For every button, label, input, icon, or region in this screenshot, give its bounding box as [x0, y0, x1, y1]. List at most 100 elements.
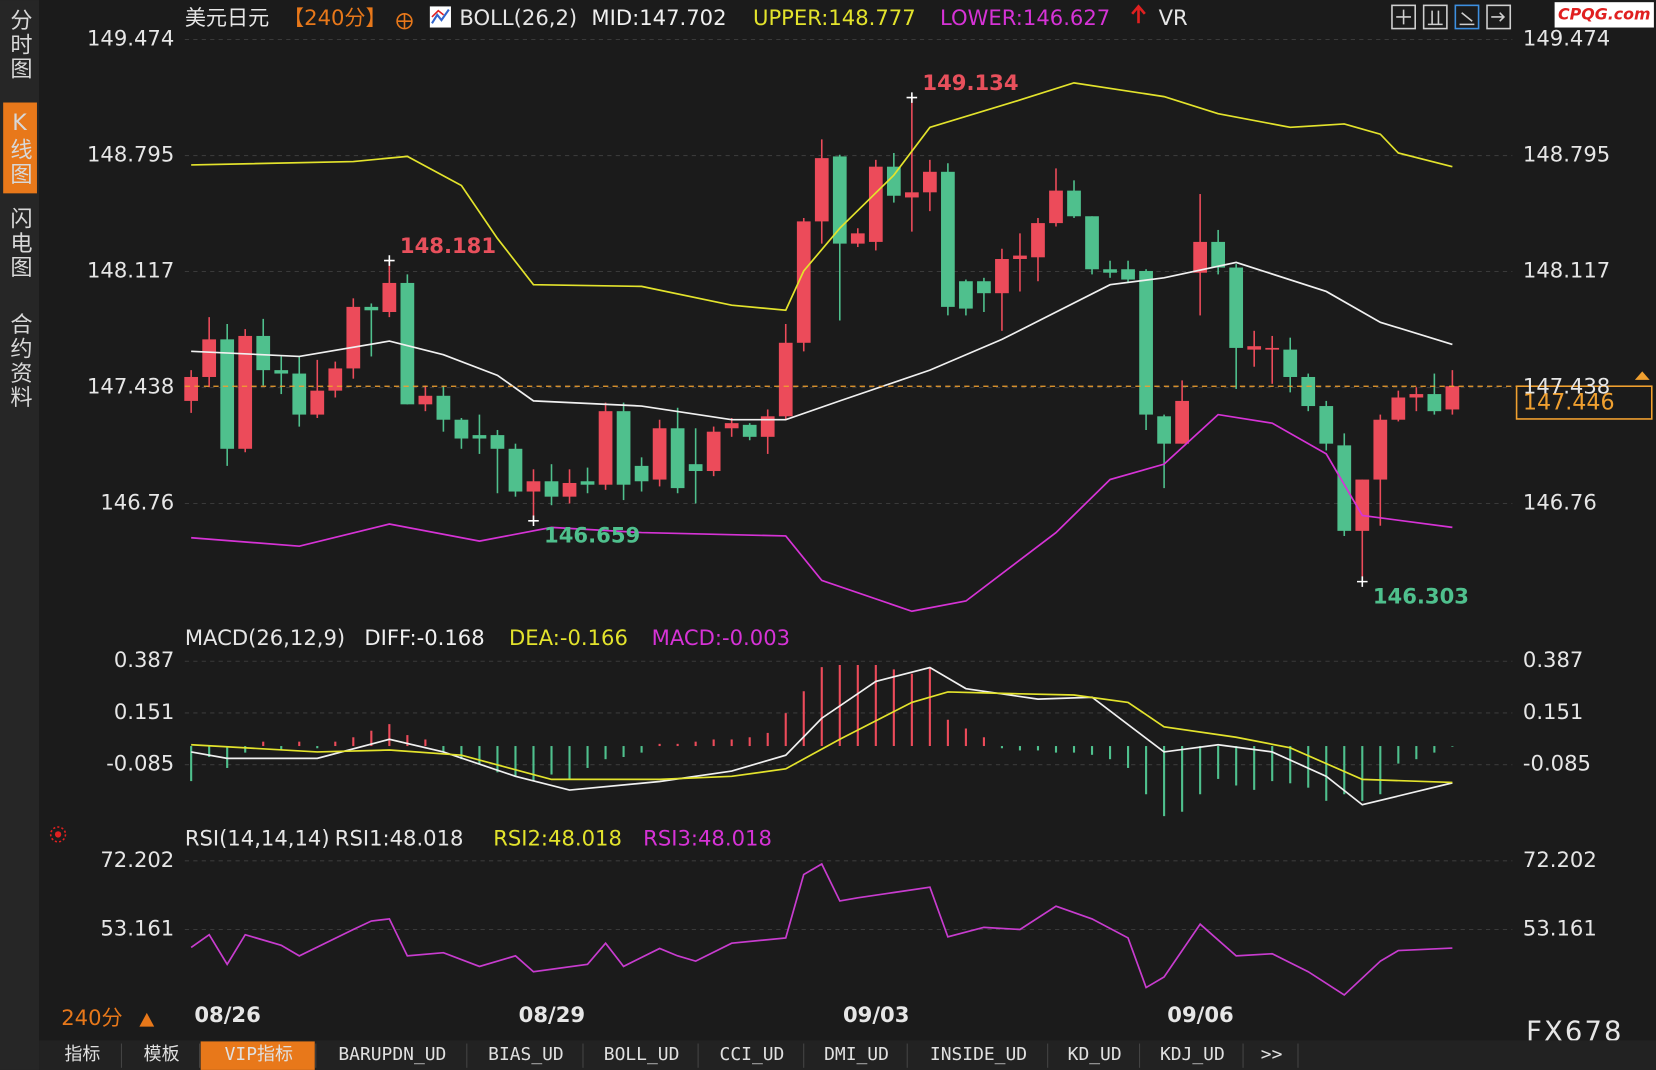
y-tick-label-right: 72.202	[1523, 847, 1597, 872]
candle-body	[886, 166, 901, 196]
candle-body	[923, 171, 937, 193]
last-price-arrow	[1634, 371, 1650, 380]
tool-icon[interactable]	[1454, 4, 1480, 30]
arrow-icon	[1131, 4, 1146, 24]
tab[interactable]: INSIDE_UD	[930, 1044, 1027, 1065]
candle-body	[995, 259, 1009, 294]
candle-body	[1319, 406, 1334, 444]
period-arrow[interactable]	[139, 1012, 155, 1027]
period: 【240分】	[283, 5, 387, 30]
boll-icon[interactable]	[429, 6, 451, 28]
series-label: RSI3:48.018	[643, 826, 772, 851]
candle-body	[1229, 267, 1244, 348]
candle-body	[220, 339, 235, 449]
y-tick-label: 72.202	[100, 847, 174, 872]
y-tick-label: 0.387	[114, 647, 174, 672]
extreme-label: 146.303	[1373, 583, 1469, 608]
candle-body	[472, 435, 487, 439]
candle-body	[292, 373, 307, 415]
y-tick-label-right: 146.76	[1523, 490, 1597, 515]
tool-glyph	[1396, 9, 1506, 26]
tab[interactable]: CCI_UD	[720, 1044, 785, 1065]
candle-body	[796, 221, 811, 343]
candle-body	[1337, 445, 1352, 531]
candle-body	[1445, 386, 1460, 410]
sidebar-tab[interactable]: 闪电图	[7, 207, 33, 280]
tool-icon[interactable]	[1422, 4, 1448, 30]
candle-body	[868, 166, 883, 242]
tab[interactable]: BIAS_UD	[488, 1044, 564, 1065]
x-tick-label: 09/03	[843, 1002, 909, 1027]
candle-body	[904, 192, 919, 198]
sidebar-tab[interactable]: 分时图	[7, 9, 33, 82]
candle-body	[706, 431, 721, 472]
indicator-line	[190, 862, 1453, 997]
candle-body	[1103, 269, 1117, 273]
candle-body	[1175, 400, 1189, 444]
tool-icon[interactable]	[1486, 4, 1512, 30]
y-tick-label-right: 0.151	[1523, 699, 1583, 724]
candle-body	[382, 282, 397, 313]
series-label: MID:147.702	[591, 5, 726, 30]
candle-body	[562, 482, 577, 497]
indicator-line	[191, 413, 1453, 613]
settings-icon[interactable]	[49, 826, 67, 843]
candle-body	[1121, 269, 1135, 280]
candle-body	[1211, 241, 1226, 268]
y-tick-label-right: -0.085	[1523, 751, 1591, 776]
candle-body	[490, 435, 505, 449]
y-tick-label-right: 148.117	[1523, 257, 1610, 282]
tab-active[interactable]	[200, 1041, 315, 1070]
y-tick-label: 0.151	[114, 699, 174, 724]
tab[interactable]: KD_UD	[1068, 1044, 1122, 1065]
y-tick-label: 146.76	[100, 490, 174, 515]
x-tick-label: 09/06	[1167, 1002, 1233, 1027]
y-tick-label: 147.438	[87, 374, 174, 399]
candle-body	[1373, 419, 1388, 480]
candle-body	[544, 481, 559, 497]
candle-body	[508, 448, 523, 492]
extreme-marker	[528, 515, 539, 527]
x-tick-label: 08/26	[194, 1002, 260, 1027]
rsi-title: RSI(14,14,14)	[185, 826, 330, 851]
indicator-line	[191, 261, 1453, 421]
candle-body	[1013, 255, 1027, 260]
candle-body	[238, 335, 253, 449]
sidebar-tab[interactable]: 合约资料	[7, 313, 33, 410]
symbol: 美元日元	[185, 5, 269, 30]
y-tick-label-right: 53.161	[1523, 915, 1597, 940]
last-price-label: 147.446	[1523, 390, 1615, 416]
sidebar-tab[interactable]: K线图	[7, 110, 33, 187]
candle-body	[670, 428, 685, 489]
y-tick-label-right: 149.474	[1523, 25, 1610, 50]
tabs: 指标 模板 VIP指标 BARUPDN_UD BIAS_UD BOLL_UD CCI_UD D…	[64, 1041, 1299, 1070]
candle-body	[454, 419, 469, 439]
candle-body	[652, 428, 667, 480]
candle-body	[832, 156, 847, 244]
crosshair-icon[interactable]	[396, 13, 413, 30]
candle-body	[1247, 346, 1262, 350]
extreme-marker	[384, 255, 395, 266]
candle-body	[760, 416, 775, 437]
tab[interactable]: VIP指标	[225, 1044, 293, 1065]
tool-icon[interactable]	[1391, 4, 1416, 30]
candle-body	[634, 465, 649, 482]
y-tick-label: 148.117	[87, 257, 174, 282]
tab[interactable]: 模板	[144, 1044, 180, 1065]
tab[interactable]: BOLL_UD	[604, 1044, 680, 1065]
tab[interactable]: >>	[1261, 1044, 1283, 1065]
candle-body	[959, 281, 973, 309]
candle-body	[1085, 216, 1099, 270]
tab[interactable]: BARUPDN_UD	[338, 1044, 446, 1065]
last-price-box	[1515, 385, 1653, 420]
tab[interactable]: DMI_UD	[824, 1044, 889, 1065]
y-tick-label: 53.161	[100, 915, 174, 940]
indicator-line	[191, 82, 1453, 312]
tab[interactable]: 指标	[64, 1044, 100, 1065]
series-label: LOWER:146.627	[940, 5, 1110, 30]
tab[interactable]: KDJ_UD	[1160, 1044, 1225, 1065]
candle-body	[1391, 397, 1406, 420]
period-selector[interactable]: 240分	[61, 1005, 122, 1030]
candle-body	[418, 395, 433, 405]
